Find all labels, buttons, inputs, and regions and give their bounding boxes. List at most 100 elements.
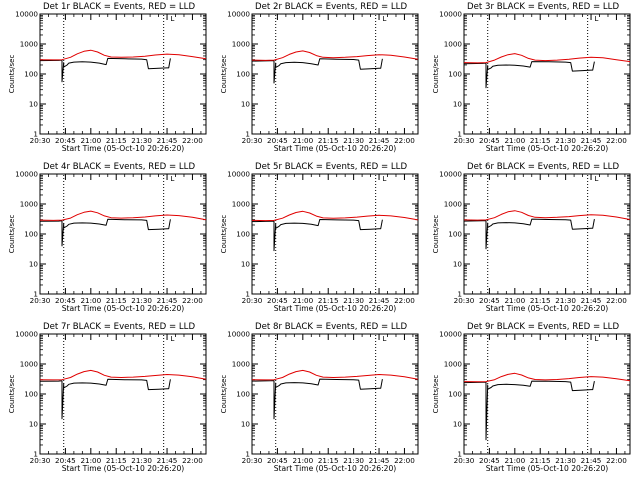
- y-tick-label: 1000: [444, 200, 463, 209]
- y-tick-label: 100: [448, 230, 462, 239]
- lld-series-line: [463, 53, 631, 64]
- y-tick-label: 10000: [15, 330, 38, 339]
- y-tick-label: 1000: [232, 360, 251, 369]
- x-tick-label: 21:30: [555, 456, 576, 465]
- y-tick-label: 10: [29, 420, 39, 429]
- x-axis-label: Start Time (05-Oct-10 20:26:20): [486, 304, 609, 313]
- annotation-label: L: [382, 14, 386, 23]
- chart-panel: Det 5r BLACK = Events, RED = LLD 1 10 100 10…: [220, 162, 419, 313]
- lld-series-line: [251, 369, 419, 381]
- chart-title: Det 3r BLACK = Events, RED = LLD: [467, 2, 619, 12]
- y-tick-label: 10000: [15, 170, 38, 179]
- y-tick-label: 10: [241, 260, 251, 269]
- plot-frame: [251, 173, 419, 295]
- x-tick-label: 20:30: [454, 136, 475, 145]
- plot-frame: [39, 333, 207, 455]
- x-tick-label: 22:00: [394, 136, 415, 145]
- x-axis-label: Start Time (05-Oct-10 20:26:20): [486, 144, 609, 153]
- x-tick-label: 20:45: [267, 296, 288, 305]
- x-tick-label: 21:15: [318, 136, 339, 145]
- x-tick-label: 21:45: [369, 136, 390, 145]
- events-series-line: [39, 57, 171, 83]
- lld-series-line: [251, 210, 419, 222]
- y-tick-label: 1: [457, 450, 462, 459]
- y-tick-label: 10: [29, 100, 39, 109]
- x-tick-label: 21:45: [157, 296, 178, 305]
- plot-frame: [251, 333, 419, 455]
- plot-frame: [463, 13, 631, 135]
- y-tick-label: 100: [24, 70, 38, 79]
- x-tick-label: 21:00: [292, 296, 313, 305]
- y-tick-label: 10000: [15, 10, 38, 19]
- chart-panel: Det 8r BLACK = Events, RED = LLD 1 10 100 10…: [220, 322, 419, 473]
- plot-frame: [463, 333, 631, 455]
- x-tick-label: 20:45: [479, 136, 500, 145]
- y-tick-label: 10000: [439, 330, 462, 339]
- x-tick-label: 20:45: [479, 456, 500, 465]
- x-tick-label: 21:15: [106, 136, 127, 145]
- y-tick-label: 1000: [20, 200, 39, 209]
- events-series-line: [463, 61, 595, 89]
- y-tick-label: 100: [236, 390, 250, 399]
- x-axis-label: Start Time (05-Oct-10 20:26:20): [486, 464, 609, 473]
- x-tick-label: 21:00: [504, 136, 525, 145]
- y-axis-label: Counts/sec: [8, 55, 16, 94]
- y-tick-label: 1: [245, 290, 250, 299]
- x-tick-label: 22:00: [606, 296, 627, 305]
- x-tick-label: 21:30: [343, 456, 364, 465]
- x-tick-label: 21:45: [369, 456, 390, 465]
- y-tick-label: 1: [457, 290, 462, 299]
- y-axis-label: Counts/sec: [220, 55, 228, 94]
- annotation-label: L: [170, 14, 174, 23]
- chart-title: Det 1r BLACK = Events, RED = LLD: [43, 2, 195, 12]
- lld-series-line: [251, 50, 419, 61]
- y-tick-label: 1: [245, 130, 250, 139]
- y-tick-label: 10: [453, 260, 463, 269]
- y-tick-label: 10000: [227, 330, 250, 339]
- plot-frame: [251, 13, 419, 135]
- x-tick-label: 20:45: [55, 296, 76, 305]
- annotation-label: L: [382, 334, 386, 343]
- y-tick-label: 100: [448, 70, 462, 79]
- chart-panel: Det 9r BLACK = Events, RED = LLD 1 10 100 10…: [432, 322, 631, 473]
- x-tick-label: 22:00: [182, 456, 203, 465]
- y-tick-label: 10000: [439, 170, 462, 179]
- y-tick-label: 10000: [227, 170, 250, 179]
- x-tick-label: 21:30: [555, 136, 576, 145]
- y-tick-label: 10000: [439, 10, 462, 19]
- x-tick-label: 21:45: [581, 136, 602, 145]
- x-tick-label: 21:15: [530, 296, 551, 305]
- y-tick-label: 100: [24, 390, 38, 399]
- x-tick-label: 21:00: [292, 456, 313, 465]
- y-tick-label: 10: [29, 260, 39, 269]
- x-tick-label: 21:15: [530, 456, 551, 465]
- chart-title: Det 8r BLACK = Events, RED = LLD: [255, 322, 407, 332]
- y-tick-label: 1000: [20, 360, 39, 369]
- y-tick-label: 1: [457, 130, 462, 139]
- y-tick-label: 1: [33, 290, 38, 299]
- annotation-label: L: [594, 174, 598, 183]
- x-tick-label: 21:30: [555, 296, 576, 305]
- chart-title: Det 7r BLACK = Events, RED = LLD: [43, 322, 195, 332]
- y-tick-label: 1000: [232, 200, 251, 209]
- x-tick-label: 20:30: [454, 296, 475, 305]
- chart-title: Det 2r BLACK = Events, RED = LLD: [255, 2, 407, 12]
- x-axis-label: Start Time (05-Oct-10 20:26:20): [274, 304, 397, 313]
- x-tick-label: 21:30: [131, 136, 152, 145]
- events-series-line: [39, 218, 171, 247]
- x-tick-label: 21:45: [369, 296, 390, 305]
- y-axis-label: Counts/sec: [432, 215, 440, 254]
- y-axis-label: Counts/sec: [432, 55, 440, 94]
- y-tick-label: 100: [236, 70, 250, 79]
- x-tick-label: 20:30: [454, 456, 475, 465]
- x-axis-label: Start Time (05-Oct-10 20:26:20): [274, 144, 397, 153]
- y-tick-label: 1: [33, 130, 38, 139]
- y-tick-label: 10: [453, 100, 463, 109]
- x-tick-label: 21:00: [80, 136, 101, 145]
- lld-series-line: [463, 210, 631, 221]
- x-tick-label: 20:30: [242, 136, 263, 145]
- x-tick-label: 21:15: [106, 456, 127, 465]
- x-tick-label: 22:00: [394, 296, 415, 305]
- plot-frame: [39, 13, 207, 135]
